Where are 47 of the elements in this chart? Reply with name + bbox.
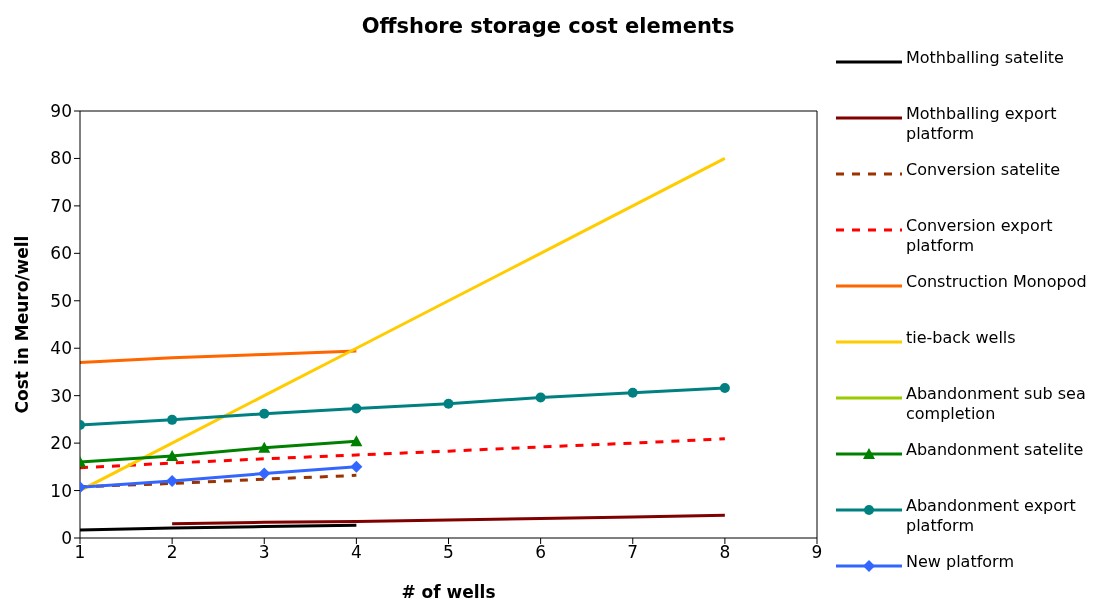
legend-label: Mothballing satelite [906, 48, 1064, 68]
chart-title: Offshore storage cost elements [360, 14, 736, 38]
legend-label: Conversion satelite [906, 160, 1061, 180]
point [258, 467, 271, 480]
y-tick-label: 0 [61, 528, 72, 549]
x-tick-label: 2 [166, 542, 178, 563]
point [258, 441, 271, 453]
point [259, 408, 270, 419]
y-tick-label: 10 [50, 480, 72, 501]
y-tick-label: 90 [50, 101, 72, 122]
point [350, 435, 363, 447]
y-tick-label: 30 [50, 385, 72, 406]
x-tick-label: 4 [350, 542, 362, 563]
line-series [170, 513, 727, 526]
point [350, 460, 363, 473]
x-tick-label: 7 [627, 542, 639, 563]
point [535, 392, 546, 403]
legend-label: tie-back wells [906, 328, 1016, 348]
y-tick-label: 60 [50, 243, 72, 264]
legend-label: Abandonment export platform [906, 496, 1077, 536]
x-tick-label: 9 [811, 542, 823, 563]
point [166, 449, 179, 461]
point [351, 403, 362, 414]
legend-label: Abandonment sub sea completion [906, 384, 1087, 424]
x-tick-label: 8 [719, 542, 731, 563]
legend-label: Conversion export platform [906, 216, 1054, 256]
x-tick-label: 5 [443, 542, 454, 563]
point [443, 398, 454, 409]
point [719, 383, 730, 394]
y-tick-label: 80 [50, 148, 72, 169]
y-tick-label: 70 [50, 195, 72, 216]
line-series [80, 437, 727, 470]
y-axis-title: Cost in Meuro/well [12, 235, 33, 414]
line-series [80, 349, 358, 364]
y-tick-label: 40 [50, 338, 72, 359]
legend-label: Mothballing export platform [906, 104, 1058, 144]
legend-label: New platform [906, 552, 1014, 572]
point [627, 387, 638, 398]
x-axis-title: # of wells [401, 582, 496, 602]
x-tick-label: 3 [258, 542, 270, 563]
x-tick-label: 1 [74, 542, 86, 563]
legend-label: Abandonment satelite [906, 440, 1084, 460]
point [167, 414, 178, 425]
x-tick-label: 6 [535, 542, 547, 563]
y-tick-label: 20 [50, 433, 72, 454]
y-tick-label: 50 [50, 290, 72, 311]
legend-label: Construction Monopod [906, 272, 1087, 292]
